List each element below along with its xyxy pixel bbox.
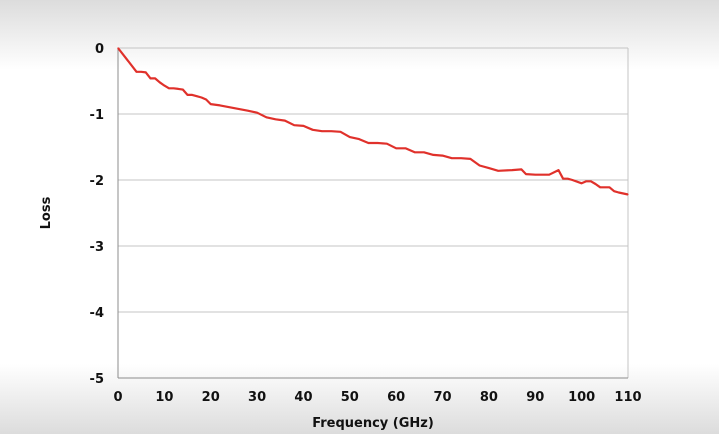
data-point — [154, 77, 156, 79]
data-point — [441, 154, 444, 157]
axes — [117, 48, 628, 379]
data-point — [196, 95, 198, 97]
y-tick-label: -1 — [90, 108, 104, 123]
data-point — [349, 136, 351, 138]
y-tick-label: -3 — [90, 240, 104, 255]
data-point — [497, 170, 499, 172]
data-point — [256, 112, 258, 114]
data-point — [159, 81, 161, 83]
data-point — [302, 125, 305, 127]
data-point — [330, 130, 332, 132]
data-point — [173, 87, 175, 89]
data-point — [200, 96, 203, 99]
data-point — [275, 118, 277, 120]
series-line-0 — [117, 47, 629, 196]
data-point — [567, 178, 569, 180]
data-point — [511, 169, 513, 171]
data-point — [594, 183, 597, 185]
data-point — [247, 110, 249, 112]
data-point — [423, 151, 425, 153]
data-point — [163, 85, 165, 87]
data-point — [293, 124, 295, 126]
data-point — [395, 147, 397, 149]
x-tick-label: 110 — [614, 390, 641, 405]
x-tick-label: 80 — [480, 390, 498, 405]
y-tick-label: -2 — [90, 174, 104, 189]
data-point — [191, 94, 193, 96]
data-point — [135, 71, 138, 73]
data-point — [562, 178, 564, 180]
data-point — [590, 180, 592, 182]
data-point — [613, 190, 615, 192]
data-point — [585, 180, 587, 182]
grid-lines — [118, 47, 629, 379]
x-tick-label: 10 — [155, 390, 173, 405]
data-point — [608, 186, 611, 188]
data-point — [469, 158, 471, 160]
x-tick-label: 90 — [526, 390, 544, 405]
y-tick-labels: 0 -1 -2 -3 -4 -5 — [90, 42, 104, 387]
data-point — [168, 87, 170, 89]
x-tick-label: 30 — [248, 390, 266, 405]
x-axis-title: Frequency (GHz) — [312, 416, 434, 431]
x-tick-label: 40 — [294, 390, 312, 405]
series-lines — [117, 47, 629, 196]
data-point — [182, 88, 184, 91]
data-point — [265, 116, 267, 118]
data-point — [321, 130, 323, 132]
data-point — [177, 88, 179, 90]
data-point — [233, 107, 235, 109]
data-point — [219, 104, 221, 107]
data-point — [377, 142, 379, 144]
data-point — [117, 47, 119, 49]
data-point — [367, 142, 369, 144]
x-tick-label: 50 — [341, 390, 359, 405]
data-point — [488, 167, 490, 169]
data-point — [479, 164, 481, 167]
data-point — [186, 94, 189, 96]
data-point — [520, 168, 522, 171]
data-point — [140, 71, 142, 73]
data-point — [339, 131, 342, 133]
x-tick-label: 60 — [387, 390, 405, 405]
y-tick-label: 0 — [95, 42, 104, 57]
data-point — [284, 120, 286, 122]
data-point — [581, 182, 583, 184]
data-point — [149, 77, 152, 79]
data-point — [312, 129, 314, 131]
data-point — [432, 154, 434, 156]
data-point — [358, 138, 360, 140]
data-point — [386, 143, 388, 145]
data-point — [548, 174, 550, 176]
data-point — [557, 169, 560, 171]
data-point — [451, 157, 453, 159]
data-point — [571, 179, 573, 181]
x-tick-label: 70 — [433, 390, 451, 405]
x-tick-label: 20 — [202, 390, 220, 405]
data-point — [525, 173, 527, 175]
y-axis-title: Loss — [39, 196, 54, 229]
x-tick-labels: 0 10 20 30 40 50 60 70 80 90 100 110 — [113, 390, 641, 405]
data-point — [534, 174, 536, 176]
data-point — [627, 193, 629, 196]
y-tick-label: -5 — [90, 372, 104, 387]
y-tick-label: -4 — [90, 306, 104, 321]
x-tick-label: 100 — [568, 390, 595, 405]
data-point — [414, 151, 416, 153]
data-point — [404, 147, 407, 149]
data-point — [618, 191, 620, 194]
data-point — [126, 59, 128, 61]
data-point — [145, 71, 147, 74]
data-point — [210, 103, 212, 105]
x-tick-label: 0 — [113, 390, 122, 405]
data-point — [460, 157, 462, 159]
data-point — [205, 98, 207, 101]
data-point — [599, 186, 601, 188]
